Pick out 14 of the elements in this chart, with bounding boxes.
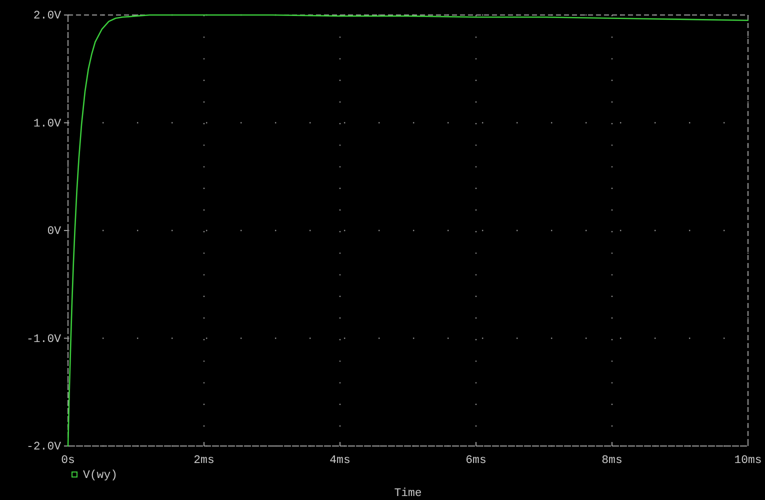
legend-label: V(wy): [83, 469, 118, 482]
x-tick-label: 8ms: [602, 454, 622, 468]
y-tick-label: 1.0V: [33, 117, 62, 130]
y-tick-label: -1.0V: [26, 332, 62, 346]
y-tick-label: 0V: [47, 225, 62, 238]
y-tick-label: 2.0V: [33, 10, 62, 23]
x-tick-label: 0s: [61, 454, 75, 468]
x-tick-label: 10ms: [734, 454, 762, 468]
x-axis-title: Time: [394, 487, 422, 500]
x-tick-label: 2ms: [194, 454, 214, 468]
line-series: [67, 14, 749, 447]
x-tick-label: 4ms: [330, 454, 350, 468]
y-tick-label: -2.0V: [26, 440, 62, 454]
x-tick-label: 6ms: [466, 454, 486, 468]
